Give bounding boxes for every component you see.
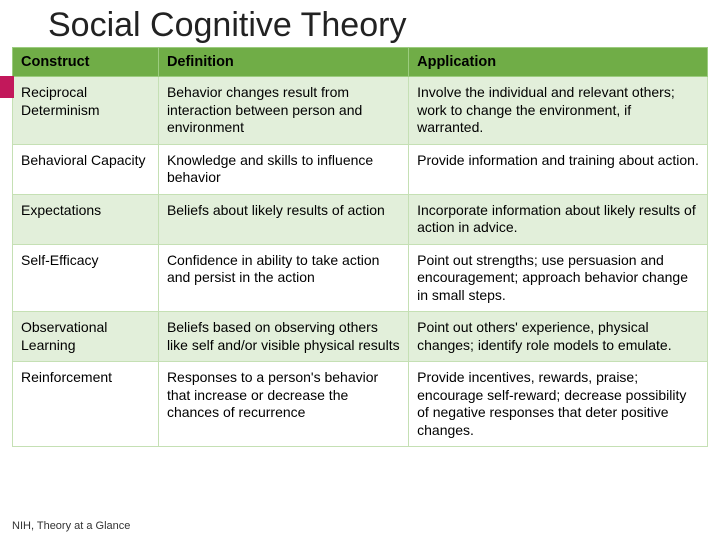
table-container: Construct Definition Application Recipro…: [0, 47, 720, 447]
table-row: Expectations Beliefs about likely result…: [13, 194, 708, 244]
cell-definition: Beliefs based on observing others like s…: [158, 312, 408, 362]
col-application: Application: [409, 48, 708, 77]
sct-table: Construct Definition Application Recipro…: [12, 47, 708, 447]
col-definition: Definition: [158, 48, 408, 77]
cell-application: Incorporate information about likely res…: [409, 194, 708, 244]
cell-construct: Observational Learning: [13, 312, 159, 362]
table-row: Reinforcement Responses to a person's be…: [13, 362, 708, 447]
cell-construct: Self-Efficacy: [13, 244, 159, 312]
cell-construct: Reinforcement: [13, 362, 159, 447]
table-row: Observational Learning Beliefs based on …: [13, 312, 708, 362]
page-title: Social Cognitive Theory: [0, 0, 720, 47]
col-construct: Construct: [13, 48, 159, 77]
accent-bar: [0, 76, 14, 98]
cell-definition: Knowledge and skills to influence behavi…: [158, 144, 408, 194]
cell-application: Provide incentives, rewards, praise; enc…: [409, 362, 708, 447]
cell-application: Point out strengths; use persuasion and …: [409, 244, 708, 312]
cell-definition: Behavior changes result from interaction…: [158, 77, 408, 145]
cell-construct: Expectations: [13, 194, 159, 244]
cell-application: Involve the individual and relevant othe…: [409, 77, 708, 145]
table-row: Behavioral Capacity Knowledge and skills…: [13, 144, 708, 194]
cell-application: Point out others' experience, physical c…: [409, 312, 708, 362]
cell-construct: Behavioral Capacity: [13, 144, 159, 194]
cell-definition: Confidence in ability to take action and…: [158, 244, 408, 312]
cell-definition: Responses to a person's behavior that in…: [158, 362, 408, 447]
cell-definition: Beliefs about likely results of action: [158, 194, 408, 244]
table-row: Reciprocal Determinism Behavior changes …: [13, 77, 708, 145]
footer-citation: NIH, Theory at a Glance: [12, 520, 130, 532]
table-row: Self-Efficacy Confidence in ability to t…: [13, 244, 708, 312]
cell-construct: Reciprocal Determinism: [13, 77, 159, 145]
table-header-row: Construct Definition Application: [13, 48, 708, 77]
cell-application: Provide information and training about a…: [409, 144, 708, 194]
